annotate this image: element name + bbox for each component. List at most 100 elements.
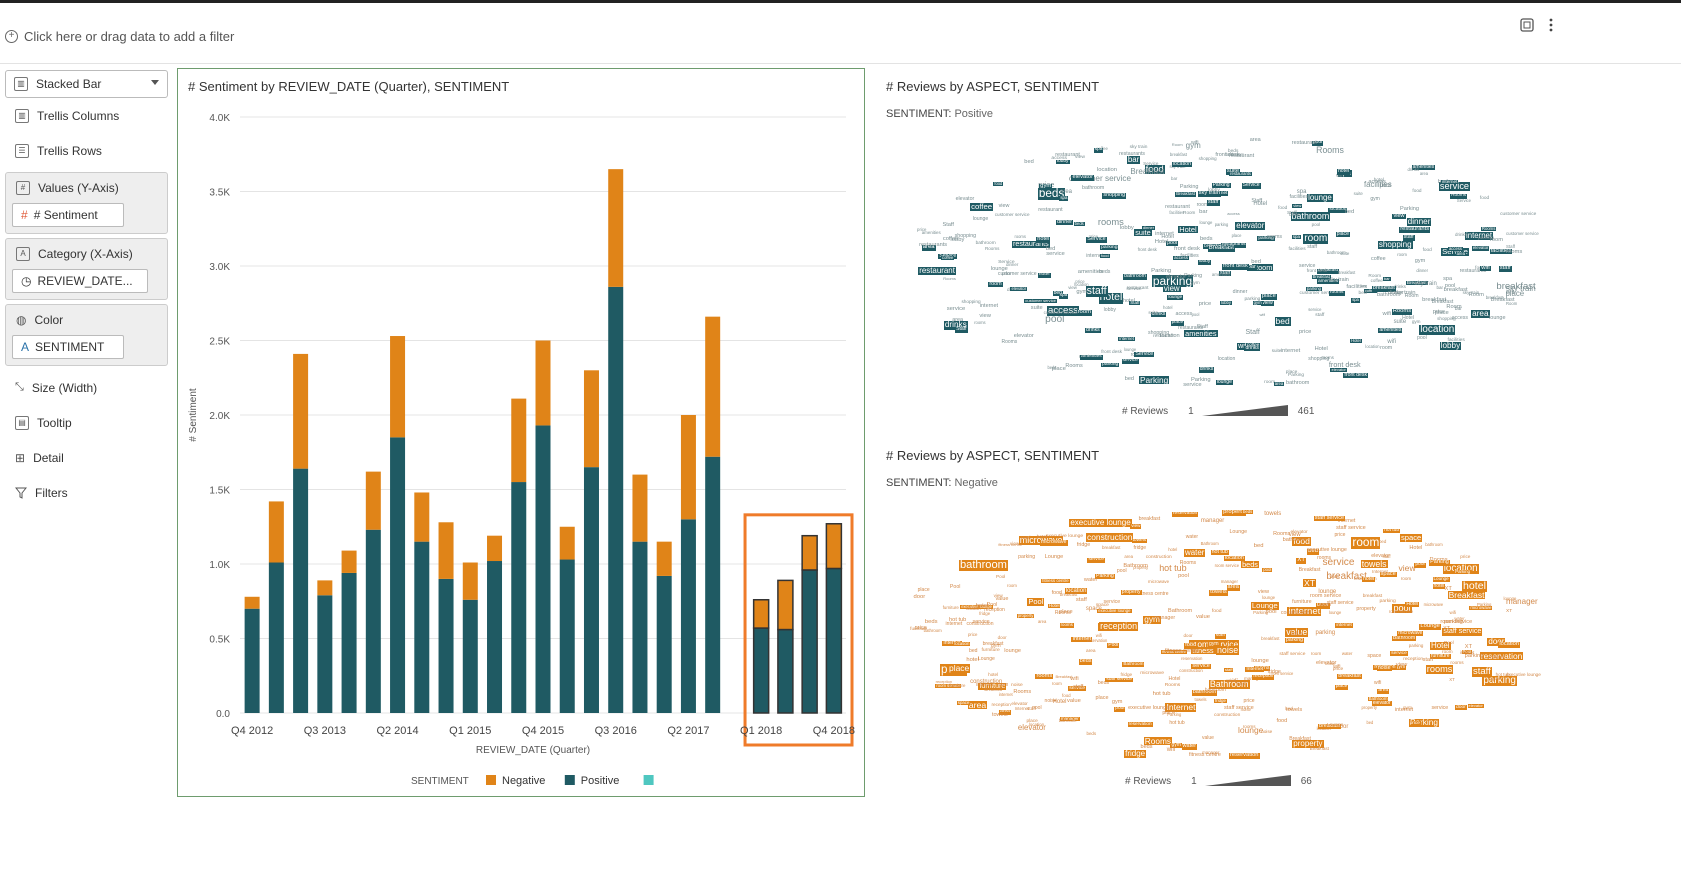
cloud-word[interactable]: wifi	[1237, 343, 1250, 351]
cloud-word[interactable]: location	[1442, 563, 1479, 575]
cloud-word[interactable]: location	[1064, 587, 1088, 594]
cloud-word[interactable]: beds	[1227, 149, 1239, 155]
cloud-word[interactable]: staff	[1085, 285, 1108, 298]
cloud-word[interactable]: internet	[998, 692, 1013, 698]
cloud-word[interactable]: bathroom	[958, 558, 1008, 571]
cloud-word[interactable]: food	[1278, 204, 1288, 210]
cloud-word[interactable]: sky train	[1393, 290, 1416, 297]
cloud-word[interactable]: hotel	[988, 671, 999, 677]
cloud-word[interactable]: beds	[1097, 680, 1110, 687]
viz-type-select[interactable]: ▥ Stacked Bar	[5, 70, 168, 98]
cloud-word[interactable]: dinner	[1006, 261, 1019, 267]
cloud-word[interactable]: Breakfast	[1337, 270, 1356, 276]
cloud-word[interactable]: Internet	[1014, 706, 1030, 712]
cloud-word[interactable]: view	[1261, 299, 1274, 306]
cloud-word[interactable]: lobby	[1103, 306, 1117, 313]
cloud-word[interactable]: location	[1223, 554, 1245, 562]
cloud-word[interactable]: hotel	[1336, 168, 1351, 175]
cloud-word[interactable]: drinks	[943, 320, 968, 330]
cloud-word[interactable]: elevator	[1330, 367, 1347, 373]
cloud-word[interactable]: lounge	[1215, 379, 1233, 386]
cloud-word[interactable]: beds	[1242, 509, 1254, 515]
cloud-word[interactable]: pool	[1178, 572, 1189, 579]
cloud-word[interactable]: customer service	[1024, 298, 1057, 304]
cloud-word[interactable]: internet	[1280, 348, 1301, 355]
cloud-word[interactable]: coffee	[1370, 277, 1383, 283]
cloud-word[interactable]: fitness centre	[998, 541, 1023, 547]
cloud-word[interactable]: fridge	[1267, 669, 1281, 676]
cloud-word[interactable]: Hotel	[1161, 233, 1174, 240]
cloud-word[interactable]: bathroom	[1285, 380, 1310, 387]
cloud-word[interactable]: Rooms	[1013, 689, 1032, 696]
cloud-word[interactable]: bed	[969, 647, 978, 654]
cloud-word[interactable]: bar	[1171, 176, 1178, 182]
cloud-word[interactable]: parking	[1408, 642, 1424, 648]
cloud-word[interactable]: food	[1422, 247, 1432, 253]
cloud-word[interactable]: hotel	[1168, 546, 1178, 552]
cloud-word[interactable]: food	[1144, 163, 1165, 174]
cloud-word[interactable]: customer service	[1500, 211, 1537, 217]
cloud-word[interactable]: view	[1292, 202, 1303, 208]
cloud-word[interactable]: beds	[1073, 220, 1085, 226]
cloud-word[interactable]: rooms	[1097, 216, 1124, 227]
cloud-word[interactable]: space	[1095, 602, 1109, 608]
cloud-word[interactable]: access	[1173, 254, 1189, 261]
cloud-word[interactable]: room	[1442, 648, 1453, 654]
cloud-word[interactable]: reservation	[1127, 721, 1153, 727]
cloud-word[interactable]: Hotel	[1168, 675, 1181, 682]
cloud-word[interactable]: staff service	[1223, 704, 1254, 711]
cloud-word[interactable]: Parking	[1151, 268, 1172, 275]
cloud-word[interactable]: drinks	[1455, 232, 1467, 238]
cloud-word[interactable]: breakfast	[1261, 635, 1280, 641]
cloud-word[interactable]: location	[1096, 167, 1118, 174]
cloud-word[interactable]: gym	[1411, 319, 1421, 325]
cloud-word[interactable]: reception	[935, 679, 953, 684]
cloud-word[interactable]: construction	[1179, 667, 1203, 673]
cloud-word[interactable]: Staff	[1286, 210, 1297, 216]
cloud-word[interactable]: staff service	[1336, 524, 1366, 531]
cloud-word[interactable]: spa	[1443, 275, 1453, 282]
cloud-word[interactable]: staff	[1402, 234, 1415, 241]
cloud-word[interactable]: lounge	[990, 266, 1008, 273]
cloud-word[interactable]: restaurants	[1178, 325, 1204, 332]
cloud-word[interactable]: room service	[1388, 609, 1414, 615]
cloud-word[interactable]: view	[1009, 541, 1020, 547]
cloud-word[interactable]: property	[1016, 612, 1035, 619]
cloud-word[interactable]: Breakfast	[1431, 299, 1454, 306]
cloud-word[interactable]: bar	[1246, 264, 1257, 271]
cloud-word[interactable]: XT	[1443, 626, 1450, 633]
cloud-word[interactable]: wifi	[1387, 338, 1396, 345]
cloud-word[interactable]: Bathroom	[1122, 661, 1145, 667]
cloud-word[interactable]: restaurants	[1119, 150, 1146, 157]
cloud-word[interactable]: Parking	[1167, 712, 1182, 718]
cloud-word[interactable]: spa	[1058, 293, 1069, 299]
cloud-word[interactable]: area	[1086, 649, 1096, 655]
cloud-word[interactable]: suite	[1393, 318, 1407, 325]
cloud-word[interactable]: wifi	[1374, 679, 1382, 686]
cloud-word[interactable]: fitness centre	[1161, 648, 1188, 654]
cloud-word[interactable]: Parking	[1211, 181, 1231, 188]
cloud-word[interactable]: amenities	[1080, 353, 1103, 360]
cloud-word[interactable]: Service	[1134, 350, 1155, 358]
cloud-word[interactable]: drinks	[1244, 345, 1260, 352]
cloud-word[interactable]: executive lounge	[1045, 533, 1084, 540]
cloud-word[interactable]: staff service	[1313, 514, 1346, 522]
cloud-word[interactable]: Bathroom	[1391, 634, 1417, 642]
cloud-word[interactable]: bar	[1454, 306, 1462, 313]
cloud-word[interactable]: access	[1051, 154, 1067, 161]
cloud-word[interactable]: Breakfast	[1298, 567, 1321, 574]
cloud-word[interactable]: room	[1303, 232, 1329, 244]
cloud-word[interactable]: sky train	[1506, 283, 1536, 293]
cloud-word[interactable]: front desk	[1137, 246, 1157, 252]
cloud-word[interactable]: pool	[1444, 282, 1456, 289]
cloud-word[interactable]: room service	[1269, 671, 1294, 677]
positive-word-cloud[interactable]: service room rooms hotel location breakfast st…	[876, 125, 1566, 395]
cloud-word[interactable]: restaurant	[1038, 206, 1063, 213]
cloud-word[interactable]: hotel	[1163, 305, 1173, 311]
cloud-word[interactable]: Internet	[1489, 653, 1505, 659]
cloud-word[interactable]: dinner	[1387, 290, 1404, 297]
cloud-word[interactable]: amenities	[1411, 164, 1436, 171]
cloud-word[interactable]: Parking	[1476, 602, 1492, 608]
cloud-word[interactable]: elevator	[1166, 274, 1187, 281]
cloud-word[interactable]: executive lounge	[1128, 705, 1170, 712]
